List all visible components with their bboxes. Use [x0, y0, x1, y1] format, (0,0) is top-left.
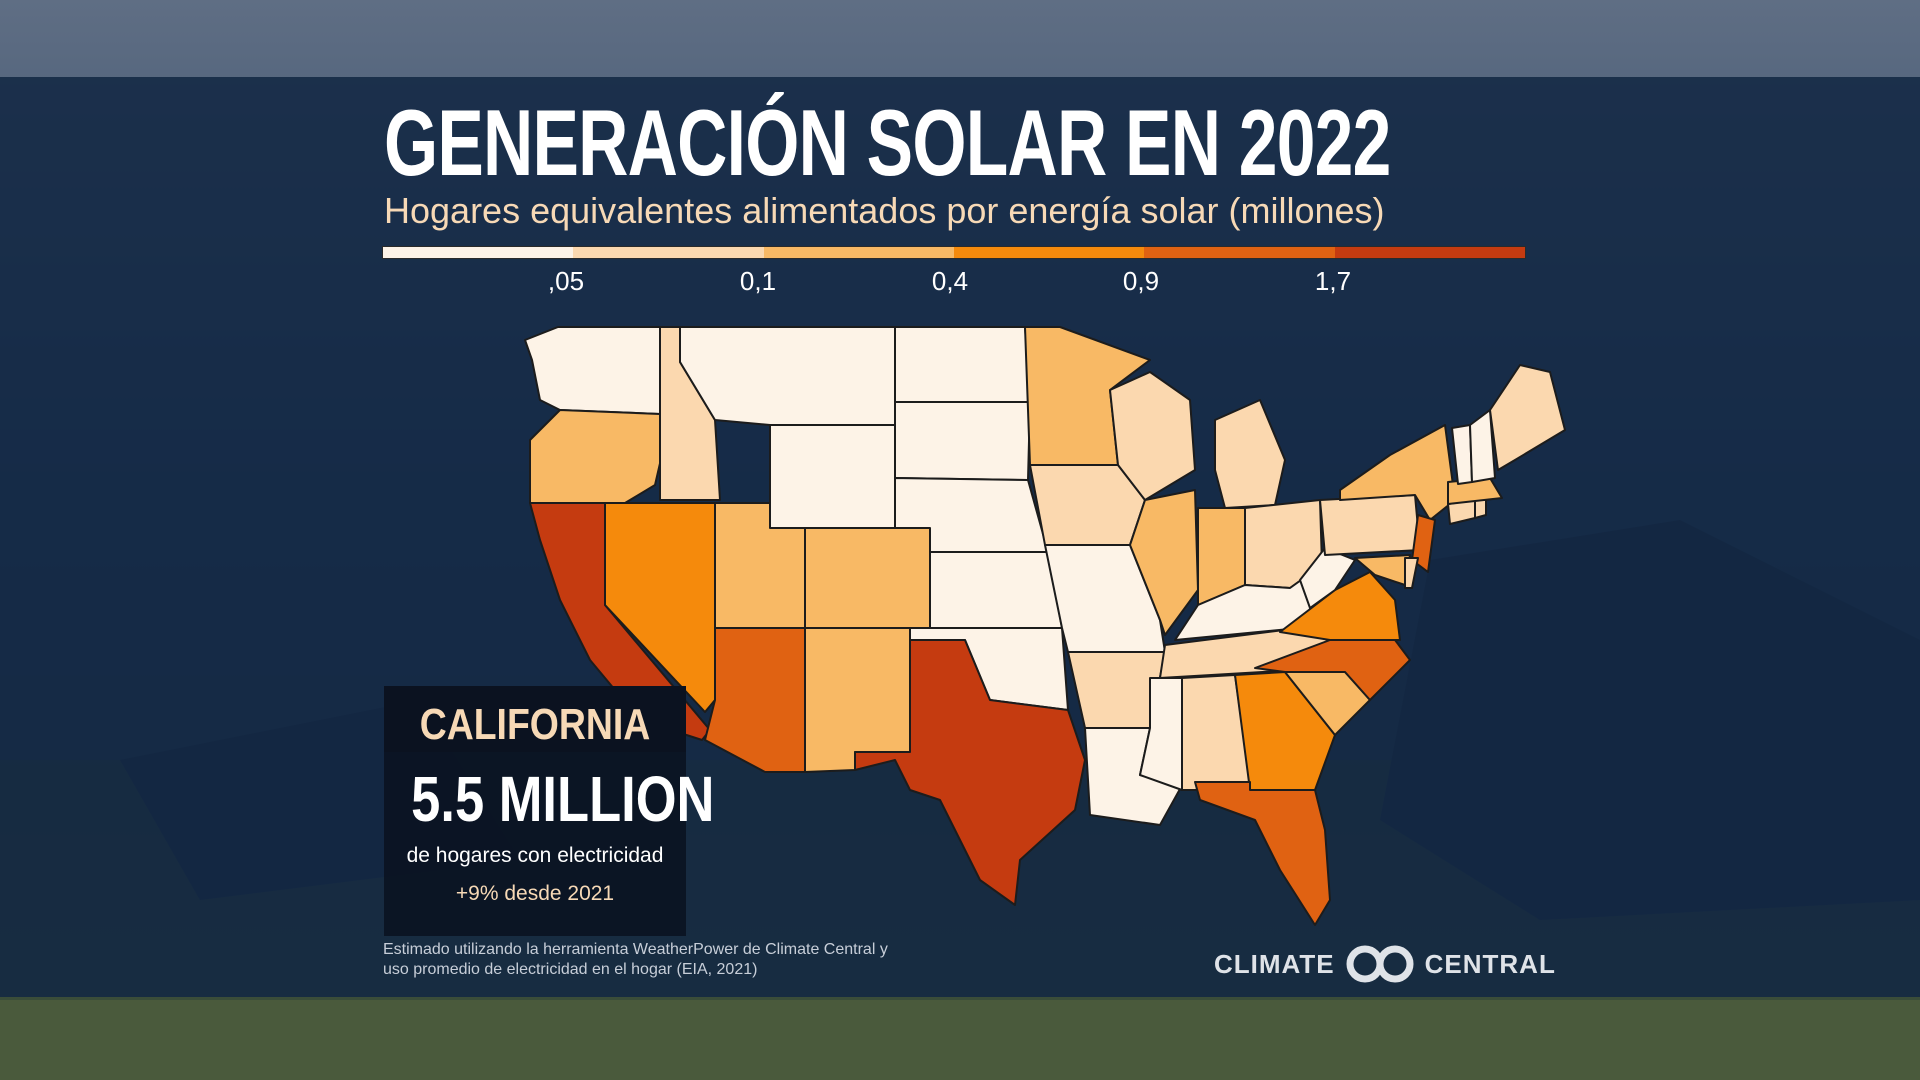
- highlight-infobox: CALIFORNIA 5.5 MILLION de hogares con el…: [384, 686, 715, 936]
- infobox-state-name: CALIFORNIA: [419, 700, 651, 749]
- state-maine[interactable]: [1489, 364, 1566, 471]
- logo-word-left: CLIMATE: [1214, 948, 1335, 979]
- state-illinois[interactable]: [1129, 489, 1199, 636]
- state-mississippi[interactable]: [1139, 677, 1183, 791]
- state-texas[interactable]: [854, 639, 1086, 906]
- state-west-virginia[interactable]: [1299, 547, 1356, 609]
- state-south-dakota[interactable]: [894, 401, 1031, 481]
- page-subtitle: Hogares equivalentes alimentados por ene…: [384, 190, 1385, 231]
- climate-central-logo: CLIMATE CENTRAL: [1214, 944, 1556, 984]
- color-legend: [382, 246, 1526, 259]
- legend-swatch-3: [953, 247, 1145, 258]
- legend-tick: ,05: [547, 266, 585, 296]
- legend-swatch-0: [383, 247, 574, 258]
- page-title: GENERACIÓN SOLAR EN 2022: [384, 90, 1391, 195]
- linked-rings-icon: [1346, 945, 1414, 983]
- logo-word-right: CENTRAL: [1424, 948, 1556, 979]
- state-wisconsin[interactable]: [1109, 371, 1196, 501]
- state-arizona[interactable]: [704, 627, 806, 773]
- legend-tick: 0,9: [1122, 266, 1160, 296]
- state-nevada[interactable]: [604, 502, 716, 713]
- state-new-mexico[interactable]: [804, 627, 911, 773]
- legend-tick: 0,1: [739, 266, 777, 296]
- state-georgia[interactable]: [1234, 671, 1336, 791]
- state-new-hampshire[interactable]: [1469, 409, 1496, 483]
- legend-tick: 0,4: [931, 266, 969, 296]
- state-washington[interactable]: [524, 326, 661, 415]
- state-montana[interactable]: [679, 326, 896, 426]
- legend-swatch-2: [763, 247, 954, 258]
- state-vermont[interactable]: [1451, 424, 1473, 485]
- source-note: Estimado utilizando la herramienta Weath…: [383, 940, 888, 980]
- state-michigan[interactable]: [1214, 399, 1286, 509]
- state-florida[interactable]: [1194, 781, 1331, 926]
- state-delaware[interactable]: [1404, 557, 1419, 589]
- legend-swatch-4: [1144, 247, 1335, 258]
- state-north-dakota[interactable]: [894, 326, 1031, 403]
- legend-swatch-1: [573, 247, 764, 258]
- source-note-line: Estimado utilizando la herramienta Weath…: [383, 941, 888, 958]
- legend-swatch-5: [1334, 247, 1525, 258]
- source-note-line: uso promedio de electricidad en el hogar…: [383, 961, 758, 978]
- state-pennsylvania[interactable]: [1319, 494, 1421, 556]
- infobox-header: [384, 686, 686, 752]
- state-new-york[interactable]: [1339, 424, 1456, 521]
- infobox-change: +9% desde 2021: [455, 882, 615, 905]
- state-kansas[interactable]: [929, 551, 1063, 629]
- infobox-value: 5.5 MILLION: [411, 763, 715, 835]
- state-rhode-island[interactable]: [1474, 499, 1487, 519]
- legend-tick: 1,7: [1314, 266, 1352, 296]
- infobox-description: de hogares con electricidad: [406, 844, 664, 867]
- state-wyoming[interactable]: [769, 424, 896, 529]
- state-colorado[interactable]: [804, 527, 931, 629]
- state-oregon[interactable]: [529, 409, 671, 504]
